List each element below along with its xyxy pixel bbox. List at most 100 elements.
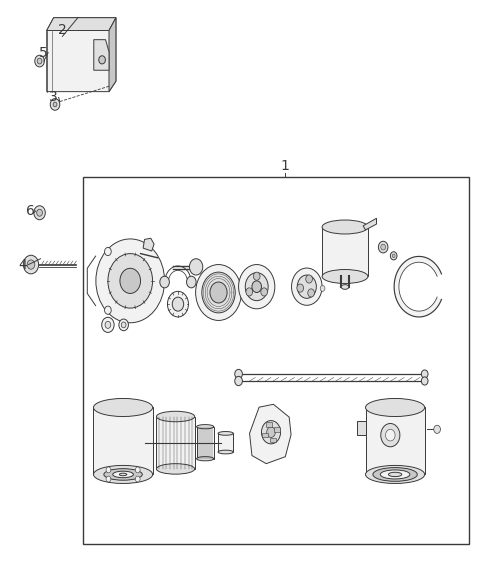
Polygon shape — [436, 297, 442, 301]
Circle shape — [261, 288, 267, 296]
Polygon shape — [47, 18, 116, 30]
Circle shape — [27, 260, 35, 269]
Circle shape — [421, 377, 428, 385]
Text: 6: 6 — [25, 204, 35, 218]
Bar — [262, 433, 268, 438]
Ellipse shape — [218, 432, 233, 435]
Polygon shape — [398, 300, 403, 305]
Circle shape — [196, 264, 241, 321]
Circle shape — [105, 306, 111, 314]
Circle shape — [108, 254, 153, 308]
Polygon shape — [396, 276, 400, 279]
Polygon shape — [363, 218, 376, 230]
Circle shape — [105, 247, 111, 256]
Polygon shape — [396, 294, 400, 298]
Bar — [365, 408, 425, 474]
Ellipse shape — [373, 467, 417, 481]
Circle shape — [106, 476, 111, 482]
Ellipse shape — [197, 457, 214, 461]
Polygon shape — [250, 404, 291, 464]
Polygon shape — [411, 257, 414, 263]
Circle shape — [99, 56, 106, 64]
Polygon shape — [417, 256, 419, 262]
Polygon shape — [395, 280, 399, 283]
Polygon shape — [422, 257, 425, 263]
Bar — [322, 227, 368, 277]
Polygon shape — [406, 260, 409, 266]
Text: 4: 4 — [19, 257, 27, 271]
Polygon shape — [435, 269, 440, 273]
Circle shape — [24, 255, 38, 274]
Circle shape — [102, 317, 114, 332]
Polygon shape — [413, 311, 416, 316]
Ellipse shape — [218, 450, 233, 454]
Polygon shape — [404, 306, 408, 312]
Polygon shape — [400, 265, 405, 271]
Text: 3: 3 — [48, 91, 57, 105]
Polygon shape — [94, 40, 109, 70]
Ellipse shape — [388, 472, 402, 477]
Circle shape — [187, 276, 196, 288]
Polygon shape — [420, 256, 421, 262]
Polygon shape — [426, 309, 430, 315]
Polygon shape — [408, 259, 412, 264]
Polygon shape — [399, 301, 404, 307]
Circle shape — [252, 281, 262, 292]
Circle shape — [434, 425, 441, 433]
Circle shape — [297, 284, 303, 292]
Polygon shape — [395, 291, 399, 294]
Bar — [156, 417, 195, 469]
Circle shape — [119, 319, 129, 331]
Polygon shape — [435, 300, 440, 305]
Circle shape — [392, 254, 395, 257]
Polygon shape — [403, 263, 407, 268]
Polygon shape — [431, 305, 435, 311]
Polygon shape — [407, 308, 410, 314]
Circle shape — [381, 244, 385, 250]
Polygon shape — [395, 277, 400, 281]
Polygon shape — [401, 264, 406, 269]
Circle shape — [160, 276, 169, 288]
Polygon shape — [430, 306, 434, 312]
Polygon shape — [395, 292, 400, 296]
Polygon shape — [433, 302, 438, 308]
Ellipse shape — [197, 425, 214, 429]
Polygon shape — [436, 272, 442, 276]
Circle shape — [262, 421, 281, 444]
Ellipse shape — [380, 470, 410, 479]
Circle shape — [37, 58, 42, 64]
Text: 1: 1 — [281, 159, 290, 173]
Polygon shape — [425, 258, 428, 264]
Circle shape — [239, 264, 275, 309]
Bar — [83, 177, 469, 544]
Polygon shape — [400, 303, 405, 308]
Circle shape — [385, 429, 395, 441]
Polygon shape — [432, 304, 437, 309]
Polygon shape — [429, 260, 432, 266]
Circle shape — [105, 321, 111, 328]
Circle shape — [381, 424, 400, 447]
Bar — [357, 421, 365, 435]
Circle shape — [421, 370, 428, 378]
Circle shape — [210, 282, 227, 303]
Circle shape — [120, 269, 141, 294]
Polygon shape — [418, 256, 420, 262]
Ellipse shape — [94, 466, 153, 483]
Polygon shape — [431, 263, 435, 269]
Polygon shape — [396, 274, 401, 278]
Circle shape — [235, 376, 242, 386]
Polygon shape — [394, 281, 399, 284]
Circle shape — [291, 268, 322, 305]
Text: 2: 2 — [58, 23, 67, 37]
Circle shape — [135, 467, 140, 473]
Circle shape — [245, 273, 268, 301]
Ellipse shape — [94, 398, 153, 417]
Polygon shape — [394, 284, 399, 286]
Polygon shape — [407, 259, 410, 266]
Polygon shape — [397, 270, 402, 275]
Ellipse shape — [322, 270, 368, 284]
Circle shape — [378, 241, 388, 253]
Polygon shape — [401, 304, 406, 309]
Circle shape — [202, 272, 235, 313]
Polygon shape — [420, 311, 421, 317]
